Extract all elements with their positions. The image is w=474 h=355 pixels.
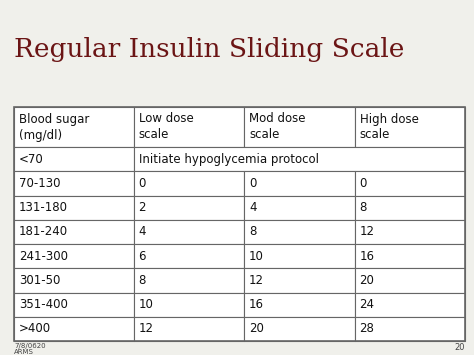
Text: High dose
scale: High dose scale <box>359 113 419 142</box>
Text: 12: 12 <box>249 274 264 287</box>
Text: 20: 20 <box>359 274 374 287</box>
Bar <box>134 220 244 244</box>
Bar <box>355 107 465 147</box>
Text: Blood sugar
(mg/dl): Blood sugar (mg/dl) <box>19 113 90 142</box>
Text: 16: 16 <box>359 250 374 263</box>
Text: 7/8/0620: 7/8/0620 <box>14 343 46 349</box>
Bar <box>134 196 244 220</box>
Bar <box>134 107 244 147</box>
Text: Regular Insulin Sliding Scale: Regular Insulin Sliding Scale <box>14 37 405 62</box>
Text: 12: 12 <box>359 225 374 238</box>
Text: 351-400: 351-400 <box>19 298 68 311</box>
Bar <box>355 196 465 220</box>
Bar <box>355 220 465 244</box>
Bar <box>14 171 134 196</box>
Text: 0: 0 <box>138 177 146 190</box>
Text: 4: 4 <box>138 225 146 238</box>
Bar <box>244 196 355 220</box>
Text: 0: 0 <box>359 177 367 190</box>
Bar <box>355 171 465 196</box>
Text: 20: 20 <box>249 322 264 335</box>
Bar <box>134 293 244 317</box>
Text: 10: 10 <box>138 298 154 311</box>
Bar <box>14 268 134 293</box>
Bar <box>355 317 465 341</box>
Text: 24: 24 <box>359 298 374 311</box>
Text: 12: 12 <box>138 322 154 335</box>
Text: 28: 28 <box>359 322 374 335</box>
Text: 8: 8 <box>359 201 367 214</box>
Text: ARMS: ARMS <box>14 349 34 355</box>
Bar <box>14 196 134 220</box>
Bar <box>244 293 355 317</box>
Bar <box>134 171 244 196</box>
Bar <box>244 171 355 196</box>
Bar <box>244 220 355 244</box>
Text: 8: 8 <box>249 225 256 238</box>
Bar <box>244 268 355 293</box>
Bar <box>14 107 134 147</box>
Bar <box>14 220 134 244</box>
Text: 2: 2 <box>138 201 146 214</box>
Text: 0: 0 <box>249 177 256 190</box>
Text: >400: >400 <box>19 322 51 335</box>
Bar <box>134 317 244 341</box>
Text: Low dose
scale: Low dose scale <box>138 113 193 142</box>
Bar <box>244 244 355 268</box>
Text: <70: <70 <box>19 153 44 166</box>
Bar <box>14 147 134 171</box>
Text: 10: 10 <box>249 250 264 263</box>
Bar <box>244 107 355 147</box>
Text: 301-50: 301-50 <box>19 274 60 287</box>
Text: 8: 8 <box>138 274 146 287</box>
Bar <box>134 268 244 293</box>
Text: 6: 6 <box>138 250 146 263</box>
Bar <box>14 244 134 268</box>
Text: 16: 16 <box>249 298 264 311</box>
Text: Mod dose
scale: Mod dose scale <box>249 113 306 142</box>
Bar <box>14 293 134 317</box>
Text: 241-300: 241-300 <box>19 250 68 263</box>
Bar <box>355 268 465 293</box>
Text: 70-130: 70-130 <box>19 177 61 190</box>
Bar <box>244 317 355 341</box>
Bar <box>134 147 465 171</box>
Text: 131-180: 131-180 <box>19 201 68 214</box>
Bar <box>14 107 465 341</box>
Text: 4: 4 <box>249 201 256 214</box>
Bar <box>355 244 465 268</box>
Bar <box>355 293 465 317</box>
Bar <box>14 317 134 341</box>
Text: 181-240: 181-240 <box>19 225 68 238</box>
Text: 20: 20 <box>455 343 465 352</box>
Bar <box>134 244 244 268</box>
Text: Initiate hypoglycemia protocol: Initiate hypoglycemia protocol <box>138 153 319 166</box>
